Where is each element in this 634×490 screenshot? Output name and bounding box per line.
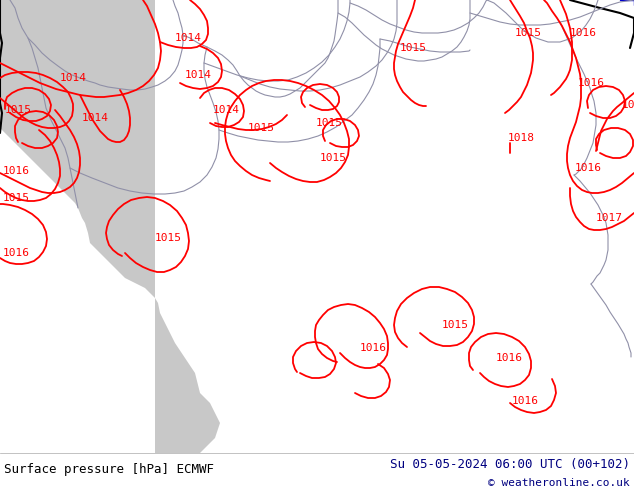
Text: 1015: 1015 <box>248 123 275 133</box>
Text: 1014: 1014 <box>82 113 109 123</box>
Text: 1014: 1014 <box>60 73 87 83</box>
Text: 1015: 1015 <box>515 28 542 38</box>
Text: 1014: 1014 <box>175 33 202 43</box>
Text: 1016: 1016 <box>360 343 387 353</box>
Text: 1014: 1014 <box>185 70 212 80</box>
Polygon shape <box>0 0 220 453</box>
Text: 1015: 1015 <box>400 43 427 53</box>
Text: 1014: 1014 <box>213 105 240 115</box>
Text: 1015: 1015 <box>155 233 182 243</box>
Text: © weatheronline.co.uk: © weatheronline.co.uk <box>488 478 630 488</box>
Text: 1017: 1017 <box>596 213 623 223</box>
Text: 1015: 1015 <box>316 118 343 128</box>
Text: 1016: 1016 <box>578 78 605 88</box>
Text: 1016: 1016 <box>3 166 30 176</box>
Text: 1018: 1018 <box>508 133 535 143</box>
Text: 1016: 1016 <box>3 248 30 258</box>
Text: 1016: 1016 <box>512 396 539 406</box>
Text: 10: 10 <box>622 100 634 110</box>
Text: 1015: 1015 <box>3 193 30 203</box>
Text: 1016: 1016 <box>575 163 602 173</box>
Text: 1016: 1016 <box>496 353 523 363</box>
Text: 1015: 1015 <box>320 153 347 163</box>
Text: Su 05-05-2024 06:00 UTC (00+102): Su 05-05-2024 06:00 UTC (00+102) <box>390 458 630 470</box>
Text: 1015: 1015 <box>5 105 32 115</box>
Text: 1015: 1015 <box>442 320 469 330</box>
Text: Surface pressure [hPa] ECMWF: Surface pressure [hPa] ECMWF <box>4 463 214 476</box>
Text: 1016: 1016 <box>570 28 597 38</box>
